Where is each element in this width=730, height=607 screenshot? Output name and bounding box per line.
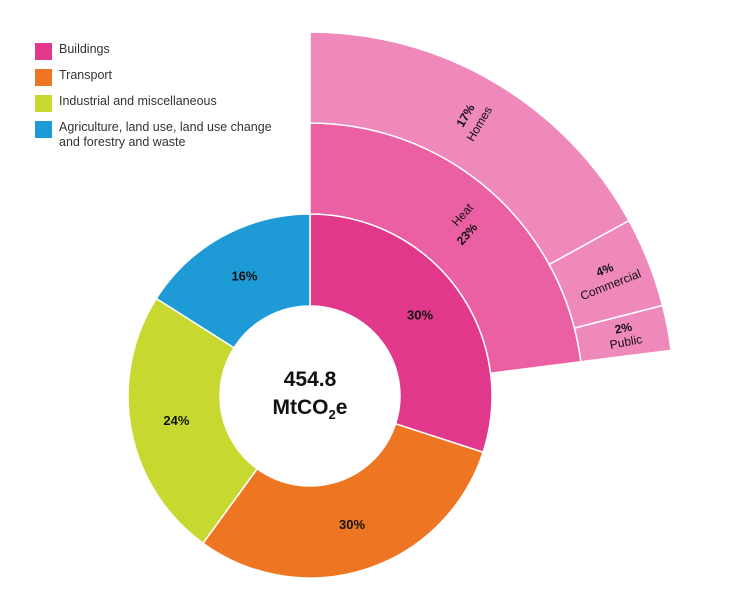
center-unit-main: MtCO	[273, 396, 329, 419]
legend-swatch-buildings	[35, 43, 52, 60]
center-total-unit: MtCO2e	[273, 396, 348, 422]
legend-label-industrial: Industrial and miscellaneous	[59, 94, 217, 108]
donut-label-transport: 30%	[339, 517, 365, 532]
legend-label-transport: Transport	[59, 68, 113, 82]
center-unit-tail: e	[336, 396, 348, 419]
center-total-value: 454.8	[284, 368, 337, 391]
legend-label-agriculture: Agriculture, land use, land use change a…	[59, 120, 272, 149]
legend-swatch-industrial	[35, 95, 52, 112]
donut-slice-transport	[201, 422, 485, 579]
donut-label-industrial-and-miscellaneous: 24%	[163, 413, 189, 428]
donut-slice-industrial-and-miscellaneous	[127, 297, 259, 545]
donut-label-agriculture-land-use-land-use-change-and-forestry-and-waste: 16%	[231, 268, 257, 283]
chart-legend: Buildings Transport Industrial and misce…	[35, 42, 275, 158]
chart-rings	[127, 31, 672, 579]
breakdown-slice-public	[573, 304, 672, 363]
donut-label-buildings: 30%	[407, 307, 433, 322]
legend-item-transport: Transport	[35, 68, 275, 86]
center-unit-sub: 2	[329, 407, 336, 422]
legend-swatch-agriculture	[35, 121, 52, 138]
donut-slice-agriculture-land-use-land-use-change-and-forestry-and-waste	[155, 213, 311, 349]
legend-item-buildings: Buildings	[35, 42, 275, 60]
breakdown-value-commercial: 4%	[594, 260, 616, 280]
legend-label-buildings: Buildings	[59, 42, 110, 56]
legend-item-agriculture: Agriculture, land use, land use change a…	[35, 120, 275, 150]
center-label: 454.8 MtCO2e	[273, 368, 348, 422]
legend-item-industrial: Industrial and miscellaneous	[35, 94, 275, 112]
legend-swatch-transport	[35, 69, 52, 86]
breakdown-value-public: 2%	[614, 320, 634, 337]
breakdown-name-public: Public	[609, 332, 644, 352]
